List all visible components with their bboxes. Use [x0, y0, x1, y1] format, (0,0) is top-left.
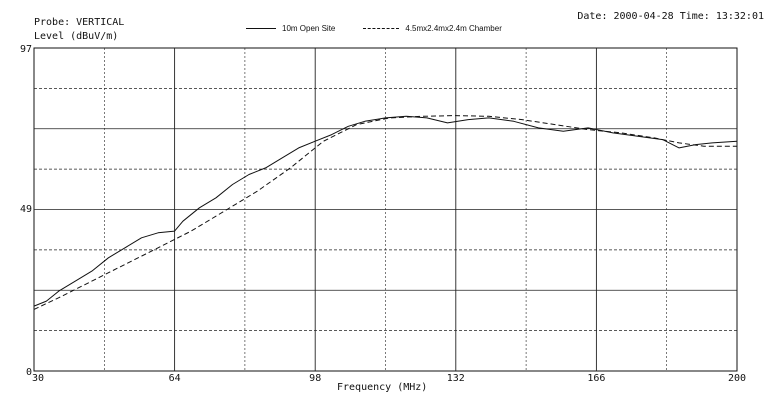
x-tick-label: 132 — [447, 373, 465, 384]
y-tick-label: 0 — [26, 367, 32, 378]
series-line-open-site — [33, 115, 738, 307]
legend-item-chamber: 4.5mx2.4mx2.4m Chamber — [363, 24, 502, 33]
x-tick-label: 166 — [587, 373, 605, 384]
solid-line-swatch — [246, 28, 276, 29]
axis-ticks: 30 64 98 132 166 200 0 49 97 — [20, 44, 746, 384]
y-axis-label: Level (dBuV/m) — [34, 31, 119, 42]
chart-legend: 10m Open Site 4.5mx2.4mx2.4m Chamber — [246, 24, 502, 33]
series-line-chamber — [33, 115, 737, 310]
x-tick-label: 64 — [169, 373, 181, 384]
x-tick-label: 200 — [728, 373, 746, 384]
legend-label-chamber: 4.5mx2.4mx2.4m Chamber — [405, 24, 502, 33]
dashed-line-swatch — [363, 28, 400, 29]
y-tick-label: 97 — [20, 44, 32, 55]
date-time-label: Date: 2000-04-28 Time: 13:32:01 — [577, 11, 764, 22]
x-axis-label: Frequency (MHz) — [337, 382, 428, 393]
probe-label: Probe: VERTICAL — [34, 17, 125, 28]
y-tick-label: 49 — [20, 204, 32, 215]
x-tick-label: 30 — [32, 373, 44, 384]
chart-grid — [33, 47, 738, 372]
legend-item-open-site: 10m Open Site — [246, 24, 335, 33]
legend-label-open-site: 10m Open Site — [282, 24, 336, 33]
chart-series — [33, 115, 738, 310]
x-tick-label: 98 — [309, 373, 321, 384]
